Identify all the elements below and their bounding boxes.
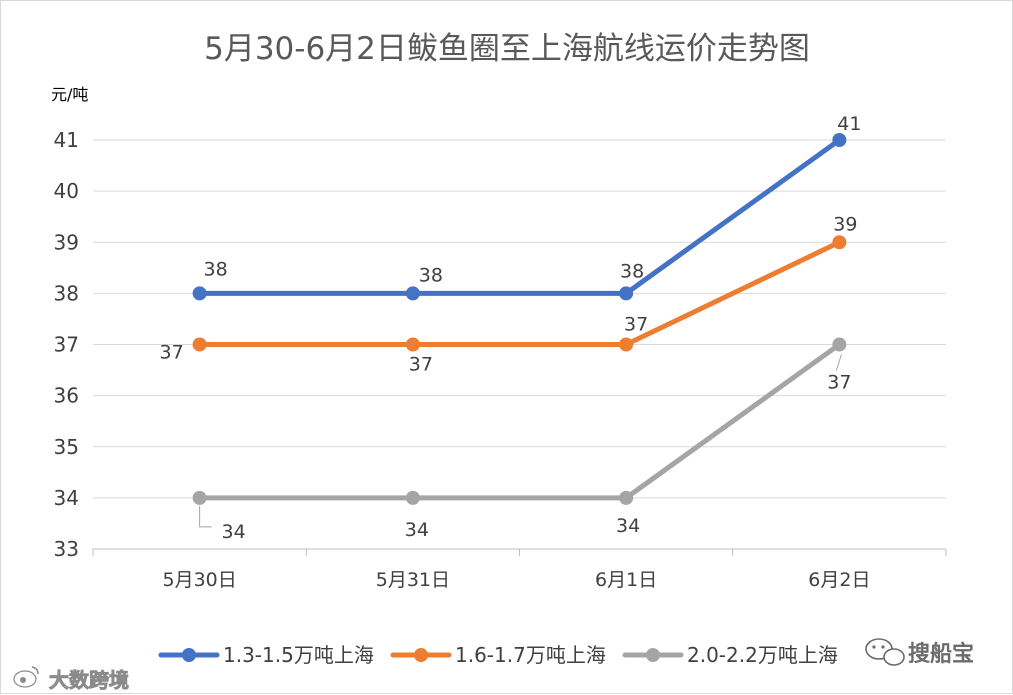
- y-tick-label: 36: [54, 384, 79, 408]
- data-point: [405, 490, 420, 505]
- data-point: [832, 235, 847, 250]
- watermark-right: 搜船宝: [865, 638, 974, 667]
- data-label: 34: [405, 519, 429, 541]
- label-leader-line: [835, 354, 842, 371]
- legend-swatch-marker: [182, 648, 196, 662]
- x-tick-label: 6月2日: [808, 569, 870, 591]
- y-axis-unit-label: 元/吨: [51, 85, 88, 104]
- legend: 1.3-1.5万吨上海 1.6-1.7万吨上海 2.0-2.2万吨上海: [158, 643, 838, 667]
- label-leader-line: [199, 505, 212, 528]
- chart-title: 5月30-6月2日鲅鱼圈至上海航线运价走势图: [204, 31, 810, 67]
- data-point: [405, 286, 420, 301]
- series-line: [197, 239, 842, 347]
- x-axis: 5月30日 5月31日 6月1日 6月2日: [92, 548, 947, 591]
- data-point: [832, 337, 847, 352]
- y-tick-label: 37: [54, 333, 79, 357]
- y-axis-ticks: 33 34 35 36 37 38 39 40 41: [54, 128, 79, 561]
- data-point: [405, 337, 420, 352]
- legend-swatch-marker: [646, 648, 660, 662]
- data-point: [619, 286, 634, 301]
- legend-label: 1.6-1.7万吨上海: [455, 643, 606, 667]
- data-label: 38: [620, 260, 644, 282]
- data-label: 37: [160, 342, 184, 364]
- data-label: 41: [837, 113, 861, 135]
- y-tick-label: 40: [54, 179, 79, 203]
- data-point: [192, 286, 207, 301]
- y-tick-label: 38: [54, 281, 79, 305]
- data-label: 38: [204, 258, 228, 280]
- x-tick-label: 6月1日: [595, 569, 657, 591]
- legend-swatch-marker: [414, 648, 428, 662]
- wechat-logo-icon: [865, 638, 905, 666]
- weibo-logo-icon: [12, 666, 39, 689]
- data-label: 37: [624, 314, 648, 336]
- data-label: 38: [419, 264, 443, 286]
- watermark-left-text: 大数跨境: [49, 668, 129, 692]
- data-label: 39: [833, 213, 857, 235]
- x-tick-label: 5月31日: [376, 569, 450, 591]
- data-label: 34: [222, 521, 246, 543]
- watermark-right-text: 搜船宝: [908, 641, 974, 667]
- x-tick-label: 5月30日: [162, 569, 236, 591]
- y-tick-label: 39: [54, 230, 79, 254]
- data-label: 37: [827, 372, 851, 394]
- y-tick-label: 34: [54, 486, 79, 510]
- data-labels: 38 38 38 41 37 37 37 39 34 34 34 37: [160, 113, 862, 543]
- legend-label: 1.3-1.5万吨上海: [223, 643, 374, 667]
- watermark-left: 大数跨境: [12, 666, 129, 692]
- data-point: [832, 133, 847, 147]
- data-point: [619, 490, 634, 505]
- y-tick-label: 33: [54, 537, 79, 561]
- data-point: [192, 337, 207, 352]
- y-tick-label: 35: [54, 435, 79, 459]
- series-line: [197, 137, 842, 296]
- gridlines: [93, 139, 946, 499]
- data-label: 34: [616, 515, 640, 537]
- series-line: [197, 342, 842, 501]
- data-point: [192, 490, 207, 505]
- series-lines: [192, 133, 847, 505]
- legend-label: 2.0-2.2万吨上海: [687, 643, 838, 667]
- data-point: [619, 337, 634, 352]
- y-tick-label: 41: [54, 128, 79, 152]
- data-label: 37: [409, 354, 433, 376]
